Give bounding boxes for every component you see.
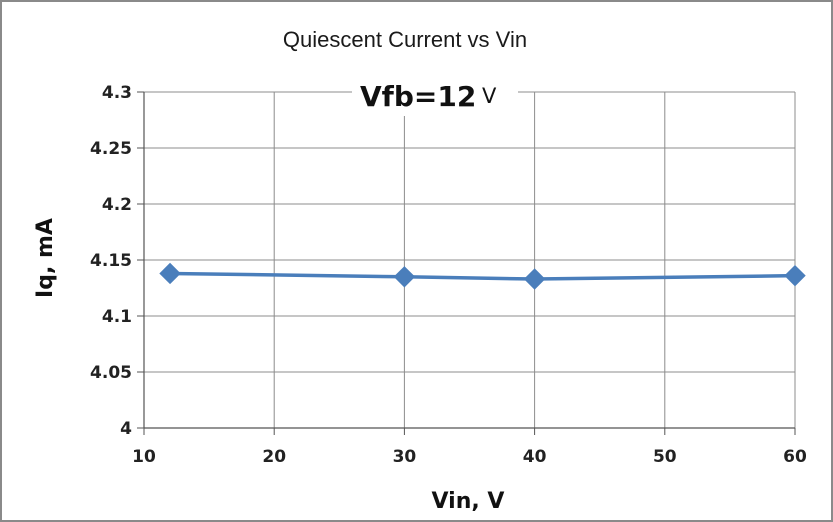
y-tick-labels: 4 4.05 4.1 4.15 4.2 4.25 4.3	[90, 83, 132, 439]
chart-subtitle-unit: V	[482, 84, 497, 108]
x-tick-label: 50	[653, 447, 677, 467]
y-tick-label: 4.2	[102, 195, 132, 215]
data-point-marker	[159, 262, 181, 285]
y-tick-label: 4.25	[90, 139, 132, 159]
x-tick-label: 20	[262, 447, 286, 467]
data-point-marker	[393, 266, 416, 288]
x-tick-label: 10	[132, 447, 156, 467]
chart-title: Quiescent Current vs Vin	[283, 27, 527, 52]
axes	[137, 91, 796, 435]
series-line	[170, 271, 796, 281]
y-tick-label: 4.1	[102, 307, 132, 327]
y-tick-label: 4.3	[102, 83, 132, 103]
y-axis-label: Iq, mA	[33, 218, 58, 298]
x-tick-labels: 10 20 30 40 50 60	[132, 447, 807, 467]
x-tick-label: 30	[393, 447, 417, 467]
chart-subtitle: Vfb=12	[360, 80, 476, 113]
y-tick-label: 4.05	[90, 363, 132, 383]
gridlines	[143, 91, 796, 429]
data-point-marker	[784, 264, 806, 287]
data-point-marker	[523, 268, 546, 290]
series-group	[159, 262, 806, 290]
x-tick-label: 60	[783, 447, 807, 467]
x-tick-label: 40	[523, 447, 547, 467]
x-axis-label: Vin, V	[432, 489, 505, 514]
subtitle-background	[352, 76, 518, 116]
y-tick-label: 4.15	[90, 251, 132, 271]
y-tick-label: 4	[120, 419, 132, 439]
